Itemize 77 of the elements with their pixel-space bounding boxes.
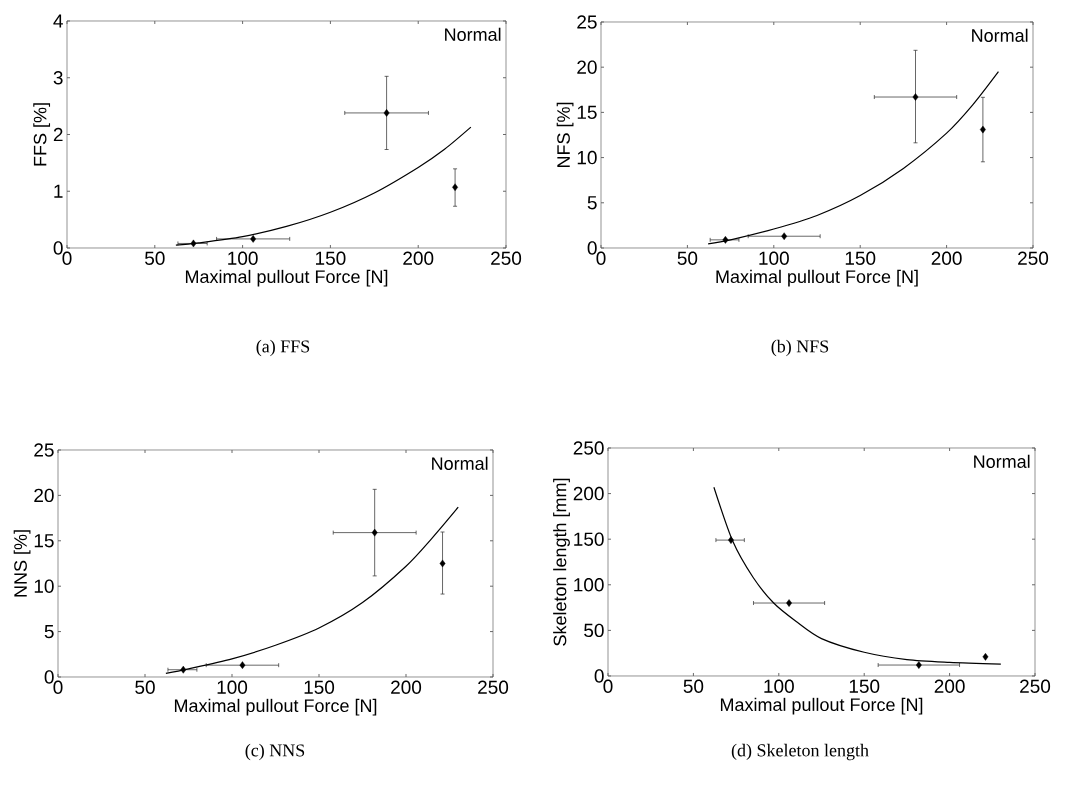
- point: [781, 232, 788, 241]
- text: (b) NFS: [771, 339, 829, 357]
- y-tick-label: 5: [587, 196, 597, 210]
- x-tick-label: 200: [403, 251, 434, 265]
- y-tick-label: 15: [577, 105, 597, 120]
- point: [383, 109, 390, 117]
- x-tick-label: 0: [603, 679, 613, 693]
- y-tick-label: 25: [577, 15, 597, 29]
- text: (a) FFS: [256, 339, 310, 357]
- point: [439, 559, 446, 568]
- y-tick-label: 20: [577, 60, 597, 74]
- annotation: Normal: [445, 27, 501, 41]
- x-tick-label: 150: [849, 679, 880, 693]
- y-tick-label: 0: [587, 241, 597, 255]
- point: [979, 125, 986, 134]
- y-tick-label: 15: [34, 534, 54, 548]
- y-tick-label: 250: [573, 441, 604, 455]
- x-tick-label: 0: [62, 251, 72, 265]
- y-tick-label: 150: [574, 532, 604, 546]
- x-axis-title: Maximal pullout Force [N]: [174, 698, 377, 716]
- y-tick-label: 2: [53, 127, 63, 142]
- y-tick-label: 4: [53, 14, 63, 28]
- x-tick-label: 250: [1020, 679, 1051, 693]
- x-tick-label: 200: [931, 251, 962, 265]
- line-series: [713, 486, 1002, 665]
- y-tick-label: 3: [53, 71, 63, 85]
- x-tick-label: 250: [491, 251, 522, 265]
- y-tick-label: 0: [44, 670, 54, 684]
- x-tick-label: 50: [135, 680, 155, 694]
- y-axis-title: NNS [%]: [13, 530, 31, 597]
- x-tick-label: 100: [228, 251, 258, 265]
- x-tick-label: 50: [144, 251, 165, 265]
- x-axis-title: Maximal pullout Force [N]: [185, 269, 388, 287]
- y-tick-label: 0: [594, 669, 604, 683]
- y-axis-title: Skeleton length [mm]: [553, 478, 570, 646]
- y-tick-label: 200: [573, 486, 604, 501]
- point: [371, 528, 378, 537]
- y-tick-label: 1: [54, 184, 63, 198]
- point: [250, 235, 257, 243]
- point: [912, 93, 919, 101]
- x-tick-label: 150: [316, 251, 346, 265]
- point: [239, 661, 246, 669]
- annotation: Normal: [974, 454, 1030, 468]
- text: (d) Skeleton length: [731, 743, 869, 761]
- x-tick-label: 150: [304, 680, 335, 694]
- annotation: Normal: [432, 456, 488, 470]
- x-tick-label: 200: [934, 679, 965, 693]
- x-tick-label: 50: [677, 251, 698, 265]
- x-axis-title: Maximal pullout Force [N]: [720, 697, 923, 715]
- point: [180, 665, 187, 674]
- x-tick-label: 150: [845, 251, 876, 265]
- x-tick-label: 200: [391, 680, 422, 694]
- x-tick-label: 250: [1018, 251, 1049, 265]
- point: [728, 536, 734, 544]
- y-tick-label: 5: [44, 624, 54, 639]
- y-tick-label: 25: [34, 443, 54, 457]
- y-tick-label: 50: [584, 623, 604, 638]
- x-tick-label: 100: [764, 679, 794, 693]
- point: [982, 653, 989, 661]
- text: (c) NNS: [245, 743, 305, 761]
- annotation: Normal: [972, 28, 1028, 42]
- y-axis-title: FFS [%]: [33, 103, 51, 166]
- y-tick-label: 0: [53, 241, 63, 255]
- point: [190, 239, 197, 248]
- y-tick-label: 100: [574, 578, 604, 592]
- y-tick-label: 10: [577, 150, 597, 165]
- x-axis-title: Maximal pullout Force [N]: [716, 269, 918, 287]
- y-axis-title: NFS [%]: [556, 102, 574, 168]
- x-tick-label: 250: [478, 680, 509, 694]
- x-tick-label: 100: [759, 251, 789, 265]
- y-tick-label: 10: [34, 579, 54, 593]
- x-tick-label: 100: [217, 680, 248, 694]
- point: [786, 599, 792, 607]
- point: [722, 236, 729, 244]
- point: [915, 661, 922, 669]
- y-tick-label: 20: [34, 488, 54, 503]
- x-tick-label: 50: [683, 679, 704, 693]
